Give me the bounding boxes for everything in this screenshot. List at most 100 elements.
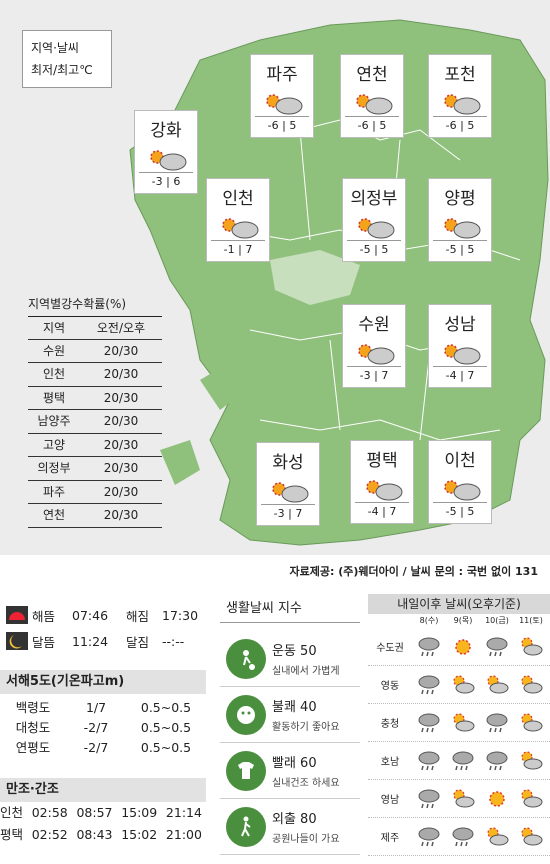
city-name: 파주 (266, 65, 298, 85)
sun-cloud-icon (358, 344, 395, 365)
sea-island: 연평도 (15, 740, 51, 755)
forecast-day: 8(수) (419, 616, 439, 625)
table-row: 고양 20/30 (28, 434, 162, 457)
sun-cloud-icon (444, 480, 481, 501)
table-row: 인천 02:58 08:57 15:09 21:14 (0, 802, 206, 824)
city-temps: -5 | 5 (347, 240, 401, 256)
rain-icon (480, 634, 514, 660)
life-name: 불쾌 40 (272, 700, 317, 715)
sun-cloud-icon (222, 218, 259, 239)
tide-time: 15:09 (121, 805, 158, 820)
moonrise-icon (6, 632, 28, 650)
list-item: 빨래 60 실내건조 하세요 (220, 743, 360, 799)
rain-value: 20/30 (103, 367, 139, 381)
moonrise-row: 달뜸 11:24 달짐 --:-- (6, 628, 206, 654)
sun-cloud-icon (480, 824, 514, 850)
rain-value: 20/30 (103, 343, 139, 358)
sun-icon (446, 634, 480, 660)
rain-icon (446, 748, 480, 774)
rain-region: 수원 (42, 343, 66, 358)
city-temps: -6 | 5 (255, 116, 309, 132)
sea-title: 서해5도(기온파고m) (0, 670, 206, 694)
city-card: 의정부 -5 | 5 (342, 178, 406, 262)
rain-region: 연천 (42, 508, 66, 522)
sunrise-label: 해뜸 (32, 608, 56, 624)
sunrise-icon (6, 606, 28, 624)
sun-cloud-icon (272, 482, 309, 503)
city-card: 수원 -3 | 7 (342, 304, 406, 388)
rain-icon (446, 824, 480, 850)
sea-temp: 1/7 (85, 700, 107, 715)
sunset-time: 17:30 (162, 607, 199, 623)
table-row: 수도권 (368, 628, 550, 666)
rain-icon (412, 710, 446, 736)
tide-location: 평택 (0, 827, 24, 842)
city-name: 인천 (222, 189, 254, 209)
life-weather-index: 생활날씨 지수 운동 50 실내에서 가볍게 불쾌 40 활동하기 좋아요 빨래 6… (220, 594, 360, 855)
shirt-icon (226, 750, 266, 791)
moonrise-label: 달뜸 (32, 634, 56, 650)
tide-title: 만조·간조 (0, 778, 206, 802)
life-name: 운동 50 (272, 644, 317, 659)
city-card: 강화 -3 | 6 (134, 110, 198, 194)
table-row: 연평도 -2/7 0.5~0.5 (0, 738, 206, 758)
sun-cloud-icon (514, 634, 548, 660)
city-name: 수원 (358, 315, 390, 335)
city-name: 연천 (356, 65, 388, 85)
city-card: 파주 -6 | 5 (250, 54, 314, 138)
city-name: 성남 (444, 315, 476, 335)
rain-icon (412, 824, 446, 850)
tide-time: 21:14 (165, 805, 202, 820)
tide-table: 만조·간조 인천 02:58 08:57 15:09 21:14 평택 02:5… (0, 778, 206, 846)
rain-header-region: 지역 (42, 321, 66, 335)
city-card: 성남 -4 | 7 (428, 304, 492, 388)
legend-line2: 최저/최고℃ (31, 63, 93, 77)
regional-map: 지역·날씨 최저/최고℃ 파주 -6 | 5 연천 -6 | 5 포천 -6 |… (0, 0, 550, 555)
tide-time: 08:57 (76, 805, 113, 820)
city-temps: -1 | 7 (211, 240, 265, 256)
forecast-day: 10(금) (485, 616, 509, 625)
table-row: 영동 (368, 666, 550, 704)
tide-location: 인천 (0, 805, 24, 820)
tide-time: 02:52 (31, 827, 68, 842)
table-row: 제주 (368, 818, 550, 856)
city-temps: -5 | 5 (433, 240, 487, 256)
life-name: 빨래 60 (272, 756, 317, 771)
rain-probability-table: 지역별강수확률(%) 지역 오전/오후 수원 20/30 인천 20/30 평택 20… (28, 295, 162, 528)
life-desc: 실내에서 가볍게 (272, 666, 340, 677)
moonrise-time: 11:24 (72, 633, 109, 649)
sea-island: 대청도 (15, 720, 51, 735)
city-card: 인천 -1 | 7 (206, 178, 270, 262)
tide-time: 08:43 (76, 827, 113, 842)
life-desc: 활동하기 좋아요 (272, 722, 340, 733)
sea-wave: 0.5~0.5 (140, 740, 192, 755)
sun-cloud-icon (358, 218, 395, 239)
forecast-day: 11(토) (519, 616, 543, 625)
rain-header-value: 오전/오후 (96, 321, 146, 335)
list-item: 외출 80 공원나들이 가요 (220, 799, 360, 855)
table-row: 남양주 20/30 (28, 410, 162, 434)
moonset-label: 달짐 (126, 634, 150, 650)
list-item: 불쾌 40 활동하기 좋아요 (220, 687, 360, 743)
city-name: 포천 (444, 65, 476, 85)
sun-cloud-icon (514, 786, 548, 812)
rain-icon (412, 748, 446, 774)
west-sea-islands: 서해5도(기온파고m) 백령도 1/7 0.5~0.5 대청도 -2/7 0.5~0.5… (0, 670, 206, 758)
rain-value: 20/30 (103, 414, 139, 428)
legend-line1: 지역·날씨 (31, 41, 79, 55)
rain-icon (480, 710, 514, 736)
table-row: 의정부 20/30 (28, 457, 162, 481)
forecast-region: 충청 (380, 719, 400, 730)
forecast-rows: 수도권 영동 충청 호남 영남 제주 (368, 628, 550, 856)
forecast-day: 9(목) (453, 616, 473, 625)
table-row: 연천 20/30 (28, 504, 162, 528)
city-name: 양평 (444, 189, 476, 209)
sun-cloud-icon (444, 94, 481, 115)
sea-temp: -2/7 (83, 720, 109, 735)
sun-icon (480, 786, 514, 812)
rain-value: 20/30 (103, 508, 139, 522)
sunset-label: 해짐 (126, 608, 150, 624)
life-name: 외출 80 (272, 812, 317, 827)
table-row: 대청도 -2/7 0.5~0.5 (0, 718, 206, 738)
forecast-table: 내일이후 날씨(오후기준) 8(수) 9(목) 10(금) 11(토) 수도권 영… (368, 594, 550, 856)
